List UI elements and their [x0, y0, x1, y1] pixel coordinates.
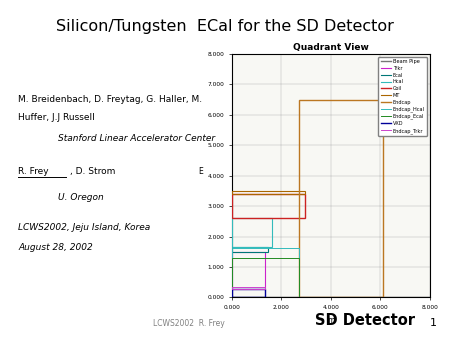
- Text: M. Breidenbach, D. Freytag, G. Haller, M.: M. Breidenbach, D. Freytag, G. Haller, M…: [18, 95, 202, 104]
- Text: August 28, 2002: August 28, 2002: [18, 243, 93, 252]
- Text: R. Frey: R. Frey: [18, 167, 49, 176]
- Text: SD Detector: SD Detector: [315, 313, 415, 328]
- Bar: [232, 258, 299, 297]
- Text: 1: 1: [429, 318, 436, 328]
- Bar: [232, 289, 265, 297]
- X-axis label: m: m: [327, 316, 334, 324]
- Bar: [299, 100, 383, 297]
- Text: LCWS2002  R. Frey: LCWS2002 R. Frey: [153, 319, 225, 328]
- Title: Quadrant View: Quadrant View: [293, 43, 369, 52]
- Bar: [232, 194, 305, 218]
- Text: LCWS2002, Jeju Island, Korea: LCWS2002, Jeju Island, Korea: [18, 223, 150, 232]
- Bar: [232, 248, 299, 297]
- Bar: [232, 191, 305, 194]
- Bar: [232, 287, 265, 289]
- Text: U. Oregon: U. Oregon: [58, 193, 104, 202]
- Bar: [232, 252, 265, 289]
- Text: Huffer, J.J Russell: Huffer, J.J Russell: [18, 113, 95, 122]
- Legend: Beam Pipe, Trkr, Ecal, Hcal, Coil, MT, Endcap, Endcap_Hcal, Endcap_Ecal, VXD, En: Beam Pipe, Trkr, Ecal, Hcal, Coil, MT, E…: [378, 56, 427, 136]
- Text: , D. Strom: , D. Strom: [70, 167, 115, 176]
- Text: Stanford Linear Accelerator Center: Stanford Linear Accelerator Center: [58, 134, 216, 143]
- Text: Silicon/Tungsten  ECal for the SD Detector: Silicon/Tungsten ECal for the SD Detecto…: [56, 19, 394, 33]
- Bar: [232, 247, 268, 252]
- Y-axis label: E: E: [198, 167, 202, 176]
- Bar: [232, 218, 272, 247]
